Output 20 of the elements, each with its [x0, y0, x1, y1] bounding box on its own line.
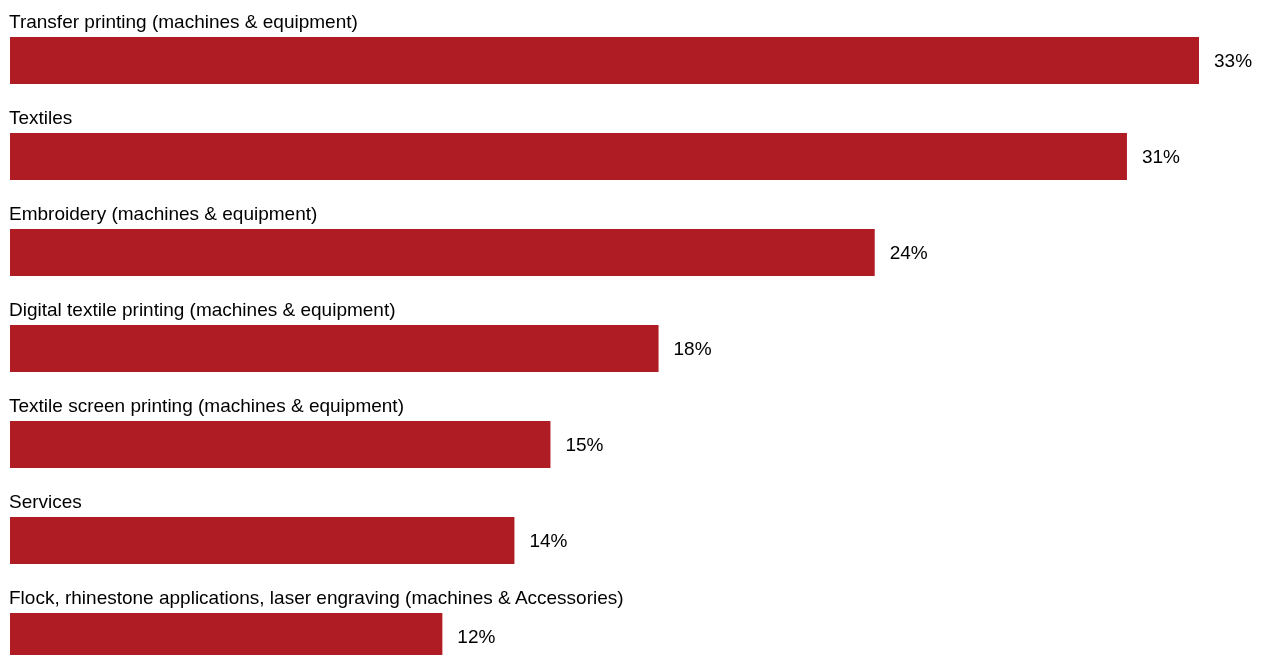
y-tick-label: Embroidery (machines & equipment) — [9, 203, 318, 224]
y-tick-label: Services — [9, 491, 82, 512]
data-label: 18% — [673, 338, 712, 360]
y-tick-label: Digital textile printing (machines & equipment) — [9, 299, 396, 320]
bar — [10, 229, 875, 276]
bar — [10, 517, 515, 564]
data-label: 14% — [529, 530, 568, 552]
bar — [10, 133, 1127, 180]
bar — [10, 325, 659, 372]
y-tick-label: Textile screen printing (machines & equipment) — [9, 395, 404, 416]
data-label: 24% — [889, 242, 928, 264]
data-label: 15% — [565, 434, 604, 456]
data-label: 31% — [1141, 146, 1181, 168]
data-label: 33% — [1214, 50, 1253, 72]
bar — [10, 37, 1199, 84]
y-tick-label: Textiles — [9, 107, 73, 128]
y-tick-label: Flock, rhinestone applications, laser engraving (machines & Accessories) — [9, 587, 624, 608]
y-tick-label: Transfer printing (machines & equipment) — [9, 11, 358, 32]
data-label: 12% — [457, 626, 496, 648]
bar — [10, 421, 551, 468]
